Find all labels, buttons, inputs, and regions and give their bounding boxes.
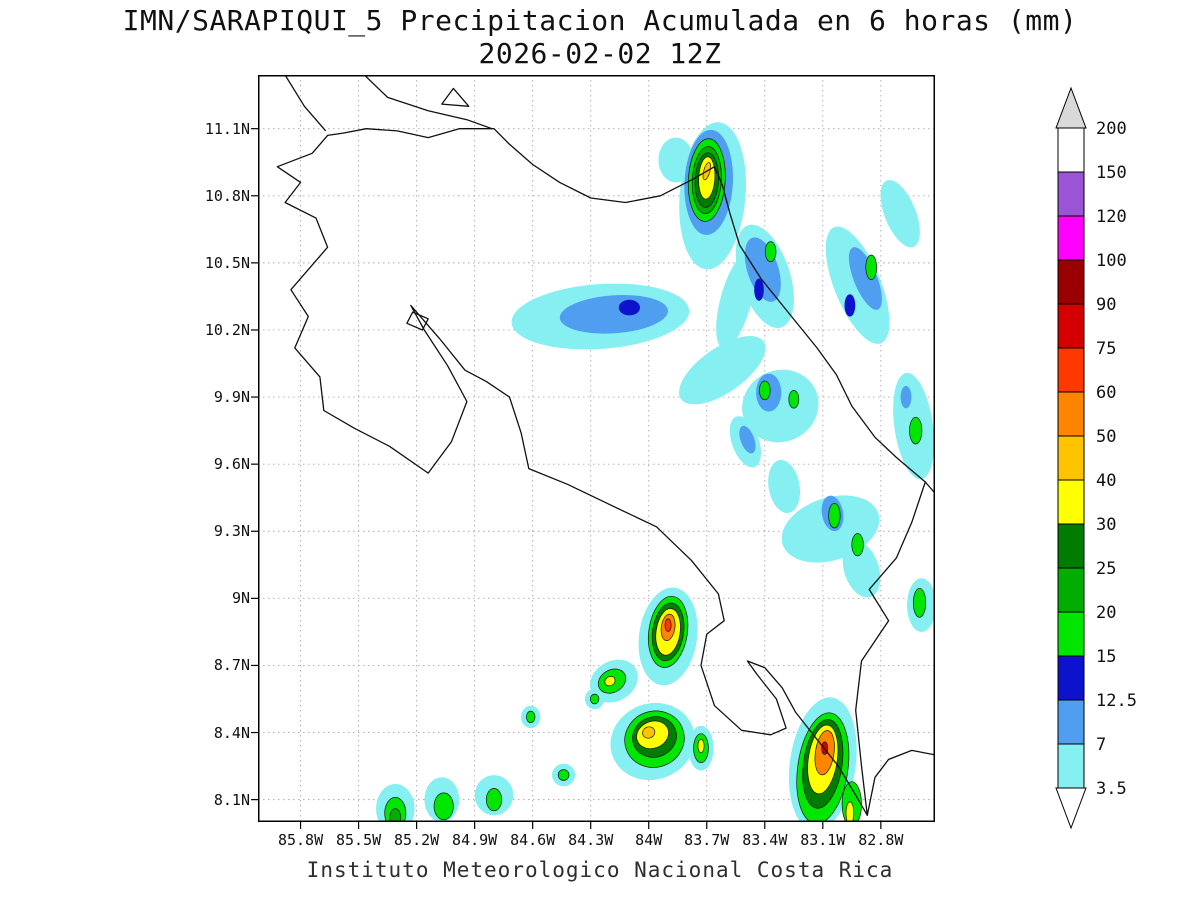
lon-tick-label: 84.9W xyxy=(452,831,498,849)
lon-tick-label: 85.8W xyxy=(277,831,324,849)
lat-tick-label: 8.4N xyxy=(213,723,250,742)
colorbar-level-label: 25 xyxy=(1096,559,1116,579)
lon-tick-label: 83.1W xyxy=(800,831,846,849)
colorbar-level-label: 90 xyxy=(1096,295,1116,315)
colorbar-level-label: 60 xyxy=(1096,383,1116,403)
page-title: IMN/SARAPIQUI_5 Precipitacion Acumulada … xyxy=(122,4,1078,37)
colorbar-level-label: 15 xyxy=(1096,647,1116,667)
map-frame-and-ticks xyxy=(251,75,935,829)
colorbar-segment xyxy=(1057,699,1085,745)
colorbar-level-label: 20 xyxy=(1096,603,1116,623)
colorbar-level-label: 200 xyxy=(1096,119,1127,139)
colorbar-segment xyxy=(1057,347,1085,393)
lat-tick-label: 9.3N xyxy=(213,522,250,541)
lake-nicaragua-shore xyxy=(363,75,493,130)
colorbar-segment xyxy=(1057,259,1085,305)
colorbar-level-label: 12.5 xyxy=(1096,691,1137,711)
lon-tick-label: 83.7W xyxy=(684,831,730,849)
lat-tick-label: 11.1N xyxy=(204,119,250,138)
coastlines xyxy=(276,75,935,816)
lon-tick-label: 85.2W xyxy=(394,831,440,849)
colorbar-level-label: 50 xyxy=(1096,427,1116,447)
colorbar-segment xyxy=(1057,303,1085,349)
lat-tick-label: 8.1N xyxy=(213,790,250,809)
colorbar-segment xyxy=(1057,435,1085,481)
lon-tick-label: 82.8W xyxy=(858,831,904,849)
chira-island xyxy=(406,311,429,331)
lake-island xyxy=(441,87,470,107)
colorbar-segment xyxy=(1057,743,1085,789)
lon-tick-label: 84W xyxy=(635,831,663,849)
panama-pacific-coast xyxy=(866,749,935,816)
colorbar-level-label: 3.5 xyxy=(1096,779,1127,799)
colorbar-segment xyxy=(1057,479,1085,525)
colorbar-level-label: 40 xyxy=(1096,471,1116,491)
colorbar-segment xyxy=(1057,215,1085,261)
lat-tick-label: 9.9N xyxy=(213,388,250,407)
colorbar-level-label: 120 xyxy=(1096,207,1127,227)
lon-tick-label: 83.4W xyxy=(742,831,788,849)
colorbar-below-min-arrow xyxy=(1055,787,1087,830)
costa-rica xyxy=(276,128,926,816)
colorbar-segment xyxy=(1057,655,1085,701)
lat-tick-label: 10.5N xyxy=(204,253,250,272)
colorbar-level-label: 150 xyxy=(1096,163,1127,183)
lat-tick-label: 8.7N xyxy=(213,656,250,675)
institute-footer: Instituto Meteorologico Nacional Costa R… xyxy=(306,858,894,882)
colorbar-segment xyxy=(1057,611,1085,657)
colorbar-segment xyxy=(1057,567,1085,613)
valid-time-subtitle: 2026-02-02 12Z xyxy=(478,37,722,70)
lat-tick-label: 10.2N xyxy=(204,320,250,339)
lat-tick-label: 10.8N xyxy=(204,186,250,205)
colorbar-segment xyxy=(1057,391,1085,437)
colorbar-above-max-arrow xyxy=(1055,86,1087,129)
lon-tick-label: 84.3W xyxy=(568,831,614,849)
precipitation-map xyxy=(251,75,935,829)
precip-shading xyxy=(376,122,935,822)
colorbar-segment xyxy=(1057,171,1085,217)
colorbar-level-label: 75 xyxy=(1096,339,1116,359)
colorbar-level-label: 30 xyxy=(1096,515,1116,535)
lon-tick-label: 85.5W xyxy=(336,831,382,849)
colorbar-segment xyxy=(1057,523,1085,569)
panama-caribbean-coast xyxy=(924,481,935,494)
colorbar-segment xyxy=(1057,127,1085,173)
lon-tick-label: 84.6W xyxy=(510,831,556,849)
precipitation-colorbar: 200 150 120 100 90 75 60 50 40 30 25 20 15 12.5 7 3.5 xyxy=(1055,86,1137,830)
lat-tick-label: 9.6N xyxy=(213,455,250,474)
lat-tick-label: 9N xyxy=(231,589,250,608)
colorbar-level-label: 7 xyxy=(1096,735,1106,755)
nicaragua-pacific-coast xyxy=(284,75,327,132)
colorbar-level-label: 100 xyxy=(1096,251,1127,271)
